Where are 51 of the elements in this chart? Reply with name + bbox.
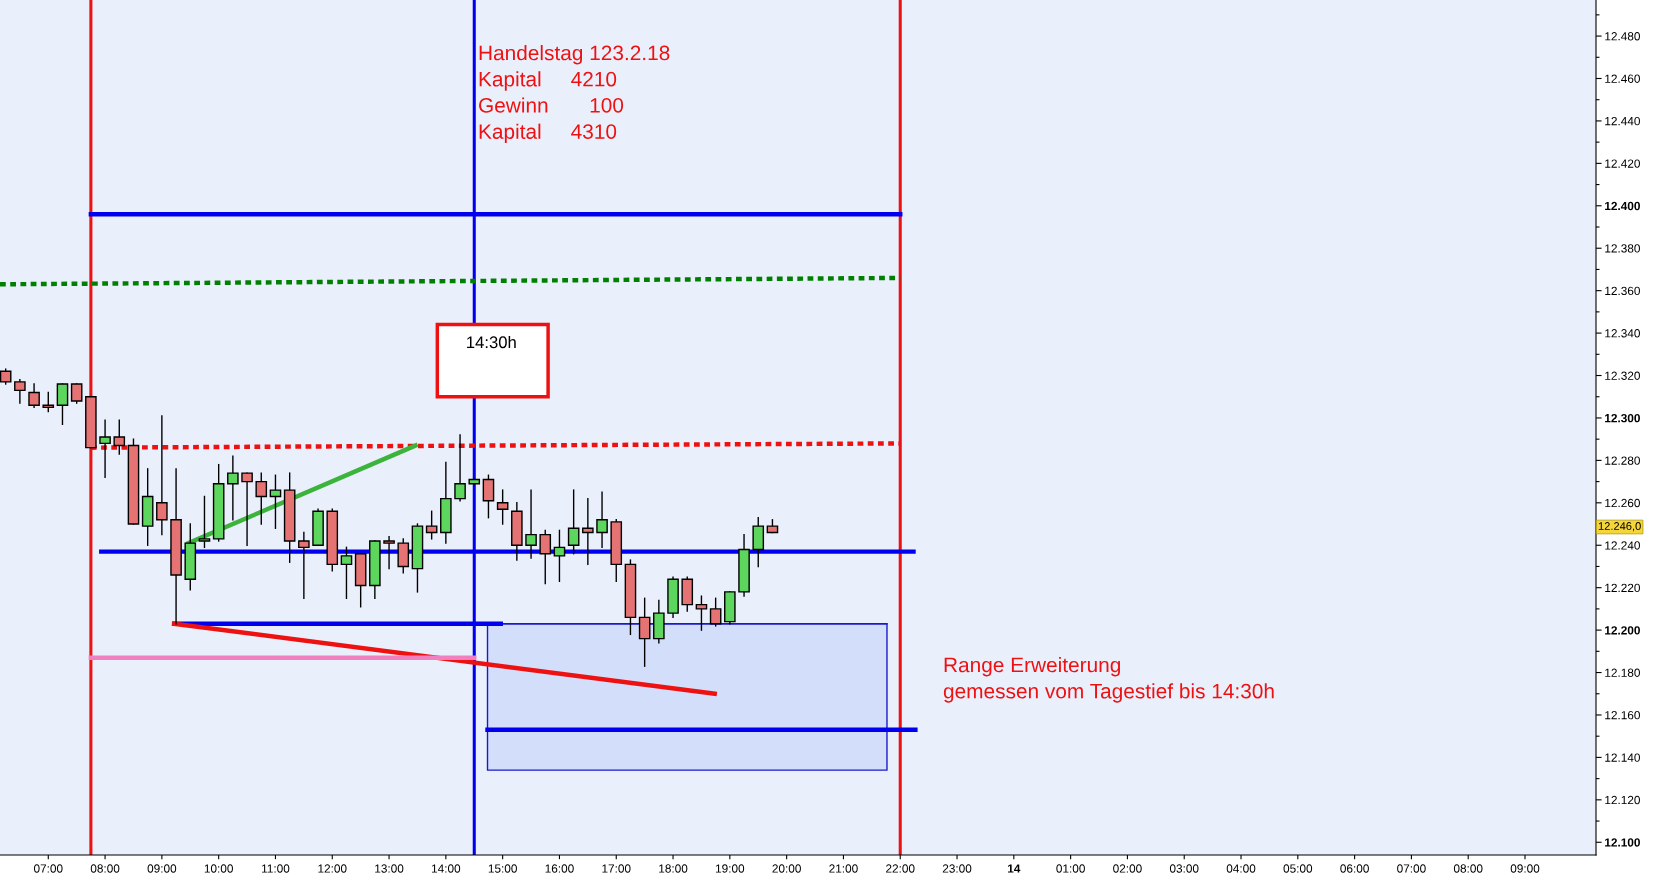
- x-tick-label: 09:00: [1510, 864, 1540, 873]
- x-tick-label: 07:00: [33, 864, 63, 873]
- y-tick-label: 12.220: [1605, 583, 1640, 593]
- x-tick-label: 11:00: [262, 864, 290, 873]
- x-tick-label: 02:00: [1113, 864, 1142, 873]
- x-tick-label: 14:00: [431, 864, 461, 873]
- x-tick-label: 22:00: [886, 864, 915, 873]
- y-tick-label: 12.280: [1605, 456, 1640, 465]
- x-tick-label: 03:00: [1169, 864, 1199, 873]
- x-tick-label: 01:00: [1056, 864, 1085, 873]
- y-tick-label: 12.480: [1605, 32, 1640, 41]
- y-tick-label: 12.320: [1605, 371, 1640, 380]
- y-tick-label: 12.400: [1605, 201, 1640, 211]
- x-tick-label: 16:00: [545, 864, 574, 873]
- x-tick-label: 09:00: [147, 864, 177, 873]
- text: 12.246,0: [1598, 522, 1641, 532]
- x-tick-label: 07:00: [1397, 864, 1426, 873]
- y-tick-label: 12.160: [1605, 711, 1640, 720]
- y-tick-label: 12.260: [1605, 498, 1640, 508]
- y-tick-label: 12.180: [1605, 668, 1640, 677]
- x-tick-label: 04:00: [1226, 864, 1256, 873]
- x-tick-label: 17:00: [602, 864, 631, 873]
- x-tick-label: 15:00: [488, 864, 517, 873]
- y-tick-label: 12.240: [1605, 541, 1640, 550]
- y-tick-label: 12.380: [1605, 244, 1640, 253]
- x-tick-label: 13:00: [375, 864, 404, 873]
- y-tick-label: 12.140: [1605, 753, 1640, 762]
- x-tick-label: 19:00: [715, 864, 745, 873]
- x-tick-label: 06:00: [1340, 864, 1369, 873]
- x-tick-label: 12:00: [318, 864, 347, 873]
- y-tick-label: 12.440: [1605, 116, 1640, 126]
- y-tick-label: 12.300: [1605, 413, 1640, 423]
- x-tick-label: 08:00: [90, 864, 120, 873]
- annotation: Handelstag 123.2.18 Kapital 4210 Gewinn 100 Kapital 4310: [479, 45, 670, 144]
- y-tick-label: 12.360: [1605, 286, 1640, 296]
- annotation: 14:30h: [467, 335, 516, 349]
- x-tick-label: 10:00: [204, 864, 233, 873]
- y-tick-label: 12.200: [1605, 626, 1640, 635]
- y-tick-label: 12.100: [1605, 838, 1640, 847]
- x-tick-label: 20:00: [772, 864, 801, 873]
- y-tick-label: 12.460: [1605, 74, 1640, 83]
- annotation: Range Erweiterung gemessen vom Tagestief bis 14:30h: [943, 657, 1274, 703]
- x-tick-label: 08:00: [1453, 864, 1483, 873]
- y-tick-label: 12.340: [1605, 329, 1640, 338]
- y-tick-label: 12.120: [1605, 795, 1640, 805]
- x-tick-label: 21:00: [829, 864, 858, 873]
- x-tick-label: 18:00: [659, 864, 688, 873]
- x-tick-label: 05:00: [1283, 864, 1313, 873]
- x-tick-label: 23:00: [942, 864, 972, 873]
- x-tick-label: 14: [1008, 864, 1021, 873]
- y-tick-label: 12.420: [1605, 159, 1640, 168]
